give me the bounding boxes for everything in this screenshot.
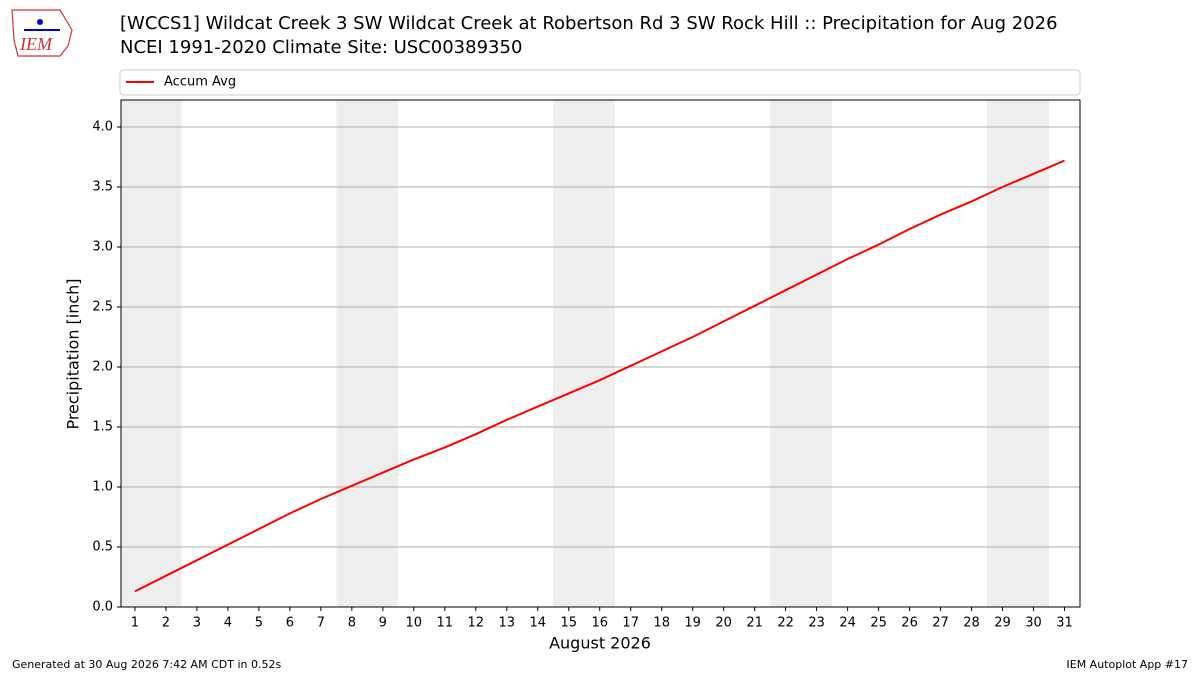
- x-tick-label: 16: [591, 616, 608, 631]
- data-line: [134, 159, 1065, 593]
- x-tick-label: 3: [193, 616, 201, 631]
- x-tick-label: 10: [406, 616, 423, 631]
- x-tick-label: 15: [560, 616, 577, 631]
- x-tick-label: 7: [317, 616, 325, 631]
- weekend-shade: [553, 100, 616, 607]
- x-tick-label: 5: [255, 616, 263, 631]
- x-tick-label: 14: [529, 616, 546, 631]
- weekend-shade: [770, 100, 833, 607]
- y-tick-label: 1.0: [92, 480, 113, 495]
- plot-frame: [120, 99, 1081, 608]
- x-tick-label: 28: [963, 616, 980, 631]
- x-tick-label: 27: [932, 616, 949, 631]
- x-tick-label: 18: [653, 616, 670, 631]
- y-tick-label: 2.0: [92, 360, 113, 375]
- x-tick-label: 25: [870, 616, 887, 631]
- x-tick-label: 1: [131, 616, 139, 631]
- x-tick-label: 6: [286, 616, 294, 631]
- footer-left: Generated at 30 Aug 2026 7:42 AM CDT in …: [12, 658, 281, 671]
- legend-box: [119, 69, 1081, 96]
- y-tick-label: 4.0: [92, 120, 113, 135]
- x-tick-label: 8: [348, 616, 356, 631]
- x-tick-label: 22: [777, 616, 794, 631]
- y-tick-label: 2.5: [92, 300, 113, 315]
- weekend-shade: [987, 100, 1050, 607]
- weekend-shade: [121, 100, 182, 607]
- x-tick-label: 26: [901, 616, 918, 631]
- x-tick-label: 12: [468, 616, 485, 631]
- x-axis-label: August 2026: [549, 634, 651, 653]
- y-tick-label: 3.0: [92, 240, 113, 255]
- y-tick-label: 0.0: [92, 600, 113, 615]
- x-tick-label: 17: [622, 616, 639, 631]
- footer-right: IEM Autoplot App #17: [1067, 658, 1189, 671]
- x-tick-label: 9: [379, 616, 387, 631]
- chart-title: [WCCS1] Wildcat Creek 3 SW Wildcat Creek…: [120, 13, 1058, 34]
- y-axis-label: Precipitation [inch]: [64, 278, 83, 429]
- chart-subtitle: NCEI 1991-2020 Climate Site: USC00389350: [120, 37, 522, 58]
- x-tick-label: 23: [808, 616, 825, 631]
- x-tick-label: 24: [839, 616, 856, 631]
- x-tick-label: 19: [684, 616, 701, 631]
- y-tick-label: 3.5: [92, 180, 113, 195]
- x-tick-label: 21: [746, 616, 763, 631]
- y-tick-label: 1.5: [92, 420, 113, 435]
- logo: IEM: [11, 9, 73, 57]
- x-tick-label: 29: [994, 616, 1011, 631]
- x-tick-label: 2: [162, 616, 170, 631]
- x-tick-label: 30: [1025, 616, 1042, 631]
- x-tick-label: 13: [498, 616, 515, 631]
- weekend-shade: [336, 100, 399, 607]
- x-tick-label: 20: [715, 616, 732, 631]
- x-tick-label: 31: [1056, 616, 1073, 631]
- x-tick-label: 4: [224, 616, 232, 631]
- logo-text: IEM: [19, 34, 53, 54]
- legend-label: Accum Avg: [164, 75, 236, 90]
- x-tick-label: 11: [437, 616, 454, 631]
- y-tick-label: 0.5: [92, 540, 113, 555]
